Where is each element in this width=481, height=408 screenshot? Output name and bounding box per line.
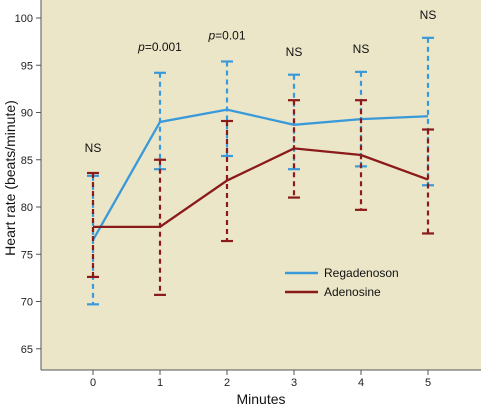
significance-label: NS <box>286 45 303 59</box>
annotations: NS p=0.001 p=0.01 NS NS NS <box>85 8 437 155</box>
x-tick-label: 2 <box>224 377 230 389</box>
y-tick-label: 85 <box>21 155 33 167</box>
x-ticks: 0 1 2 3 4 5 <box>90 370 431 389</box>
y-ticks: 65 70 75 80 85 90 95 100 <box>15 13 41 356</box>
significance-label: p=0.001 <box>137 40 182 54</box>
series-line <box>93 147 429 228</box>
plot-area <box>41 0 481 370</box>
x-tick-label: 0 <box>90 377 96 389</box>
series-adenosine <box>87 99 434 296</box>
series-line <box>91 108 429 241</box>
y-tick-label: 95 <box>21 60 33 72</box>
series-layer <box>87 36 434 306</box>
significance-label: NS <box>353 42 370 56</box>
x-tick-label: 5 <box>425 377 431 389</box>
significance-label: NS <box>420 8 437 22</box>
x-tick-label: 4 <box>358 377 364 389</box>
y-tick-label: 100 <box>15 13 33 25</box>
significance-label: p=0.01 <box>207 29 245 43</box>
y-tick-label: 65 <box>21 344 33 356</box>
y-tick-label: 80 <box>21 202 33 214</box>
y-axis-title: Heart rate (beats/minute) <box>2 100 18 256</box>
y-tick-label: 70 <box>21 297 33 309</box>
legend-label-regadenoson: Regadenoson <box>324 266 399 280</box>
x-axis-title: Minutes <box>236 391 285 407</box>
x-tick-label: 3 <box>291 377 297 389</box>
y-tick-label: 75 <box>21 249 33 261</box>
x-tick-label: 1 <box>157 377 163 389</box>
y-tick-label: 90 <box>21 108 33 120</box>
significance-label: NS <box>85 141 102 155</box>
legend-label-adenosine: Adenosine <box>324 285 381 299</box>
legend: Regadenoson Adenosine <box>285 266 399 299</box>
